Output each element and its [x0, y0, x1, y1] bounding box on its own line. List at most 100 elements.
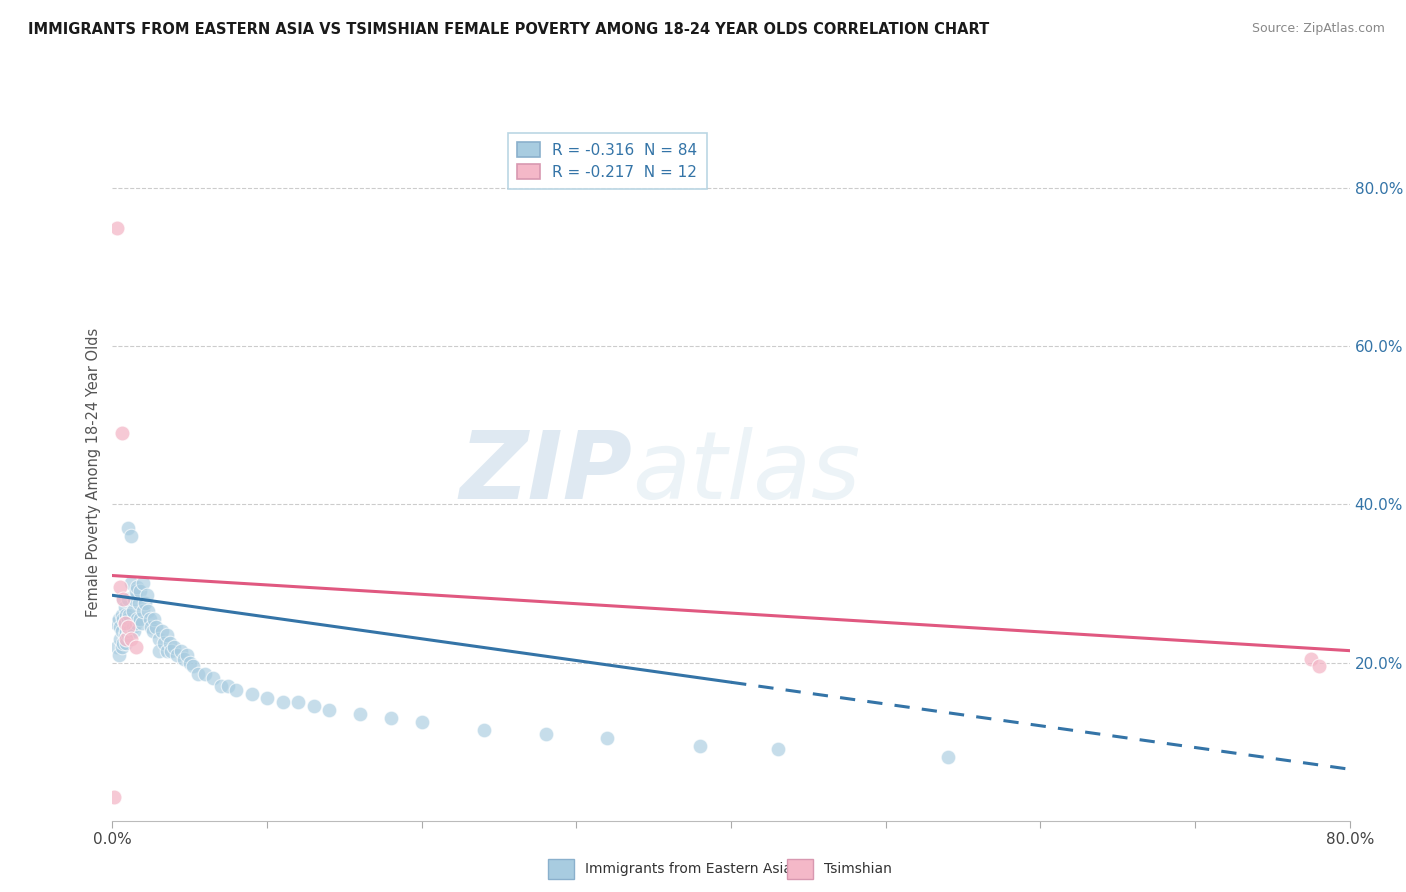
Point [534, 726, 557, 740]
Point [105, 220, 128, 235]
Point [127, 612, 149, 626]
Point [115, 608, 138, 623]
Point [271, 695, 294, 709]
Point [117, 620, 139, 634]
Point [160, 643, 183, 657]
Point [141, 620, 163, 634]
Point [112, 592, 135, 607]
Point [173, 651, 195, 665]
Point [179, 656, 201, 670]
Point [112, 612, 135, 626]
Point [145, 620, 167, 634]
Point [136, 604, 159, 618]
Point [302, 698, 325, 713]
Point [118, 608, 141, 623]
Point [120, 529, 142, 543]
Point [110, 632, 132, 646]
Point [159, 636, 181, 650]
Text: atlas: atlas [633, 427, 860, 518]
Point [124, 615, 148, 630]
Point [107, 612, 129, 626]
Point [472, 723, 495, 737]
Point [135, 588, 157, 602]
Point [596, 731, 619, 745]
Point [155, 643, 177, 657]
Point [287, 695, 309, 709]
Point [124, 584, 148, 599]
Point [318, 703, 340, 717]
Text: ZIP: ZIP [460, 426, 633, 519]
Point [256, 691, 278, 706]
Point [217, 679, 239, 693]
Point [1301, 651, 1323, 665]
Point [936, 750, 959, 764]
Point [121, 604, 143, 618]
Point [114, 615, 136, 630]
Point [380, 711, 402, 725]
Point [128, 596, 150, 610]
Point [148, 632, 170, 646]
Point [166, 648, 188, 662]
Point [111, 624, 134, 638]
Point [143, 612, 166, 626]
Point [115, 624, 138, 638]
Point [240, 687, 263, 701]
Point [142, 624, 165, 638]
Point [114, 600, 136, 615]
Point [120, 576, 142, 591]
Point [181, 659, 204, 673]
Point [176, 648, 198, 662]
Text: Immigrants from Eastern Asia: Immigrants from Eastern Asia [585, 862, 792, 876]
Point [1308, 659, 1330, 673]
Point [115, 632, 138, 646]
Point [112, 636, 135, 650]
Point [152, 636, 174, 650]
Point [411, 714, 433, 729]
Point [111, 426, 134, 441]
Point [202, 671, 225, 685]
Point [104, 615, 127, 630]
Point [131, 615, 153, 630]
Point [138, 612, 160, 626]
Point [117, 521, 139, 535]
Point [117, 628, 139, 642]
Point [111, 608, 134, 623]
Point [689, 739, 711, 753]
Point [132, 576, 155, 591]
Point [225, 683, 247, 698]
Point [103, 789, 125, 804]
Point [111, 640, 134, 654]
Point [163, 640, 186, 654]
Text: IMMIGRANTS FROM EASTERN ASIA VS TSIMSHIAN FEMALE POVERTY AMONG 18-24 YEAR OLDS C: IMMIGRANTS FROM EASTERN ASIA VS TSIMSHIA… [28, 22, 990, 37]
Point [129, 584, 152, 599]
Point [117, 612, 139, 626]
Point [121, 620, 143, 634]
Point [112, 592, 135, 607]
Legend: R = -0.316  N = 84, R = -0.217  N = 12: R = -0.316 N = 84, R = -0.217 N = 12 [508, 133, 707, 189]
Point [107, 648, 129, 662]
Text: Tsimshian: Tsimshian [824, 862, 891, 876]
Point [114, 615, 136, 630]
Point [194, 667, 217, 681]
Point [349, 706, 371, 721]
Point [122, 624, 145, 638]
Point [124, 640, 148, 654]
Point [122, 592, 145, 607]
Point [114, 628, 136, 642]
Point [105, 640, 128, 654]
Point [169, 643, 191, 657]
Point [150, 624, 173, 638]
Point [117, 592, 139, 607]
Point [120, 632, 142, 646]
Point [186, 667, 209, 681]
Point [155, 628, 177, 642]
Point [209, 679, 232, 693]
Y-axis label: Female Poverty Among 18-24 Year Olds: Female Poverty Among 18-24 Year Olds [86, 328, 101, 617]
Point [127, 581, 149, 595]
Point [132, 604, 155, 618]
Text: Source: ZipAtlas.com: Source: ZipAtlas.com [1251, 22, 1385, 36]
Point [134, 596, 156, 610]
Point [148, 643, 170, 657]
Point [118, 624, 141, 638]
Point [115, 636, 138, 650]
